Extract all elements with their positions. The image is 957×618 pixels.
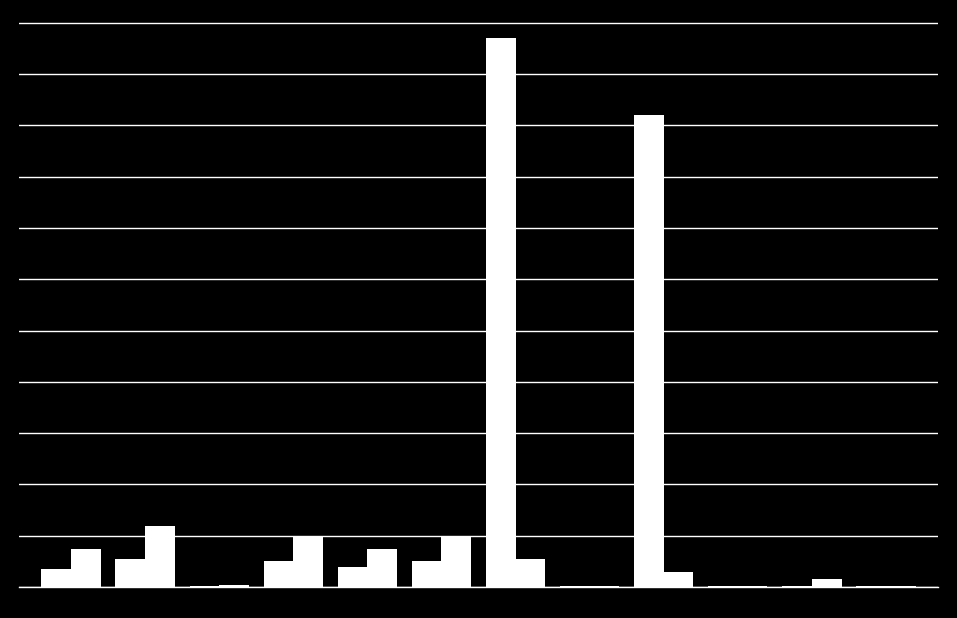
Bar (664, 572, 694, 587)
Bar (634, 115, 664, 587)
Bar (367, 549, 397, 587)
Bar (560, 586, 590, 587)
Bar (738, 586, 768, 587)
Bar (338, 567, 367, 587)
Bar (886, 586, 916, 587)
Bar (857, 586, 886, 587)
Bar (41, 569, 71, 587)
Bar (708, 586, 738, 587)
Bar (71, 549, 100, 587)
Bar (145, 525, 175, 587)
Bar (293, 536, 323, 587)
Bar (486, 38, 516, 587)
Bar (516, 559, 545, 587)
Bar (782, 586, 812, 587)
Bar (412, 561, 441, 587)
Bar (219, 585, 249, 587)
Bar (812, 580, 841, 587)
Bar (590, 586, 619, 587)
Bar (263, 561, 293, 587)
Bar (116, 559, 145, 587)
Bar (189, 586, 219, 587)
Bar (441, 536, 471, 587)
